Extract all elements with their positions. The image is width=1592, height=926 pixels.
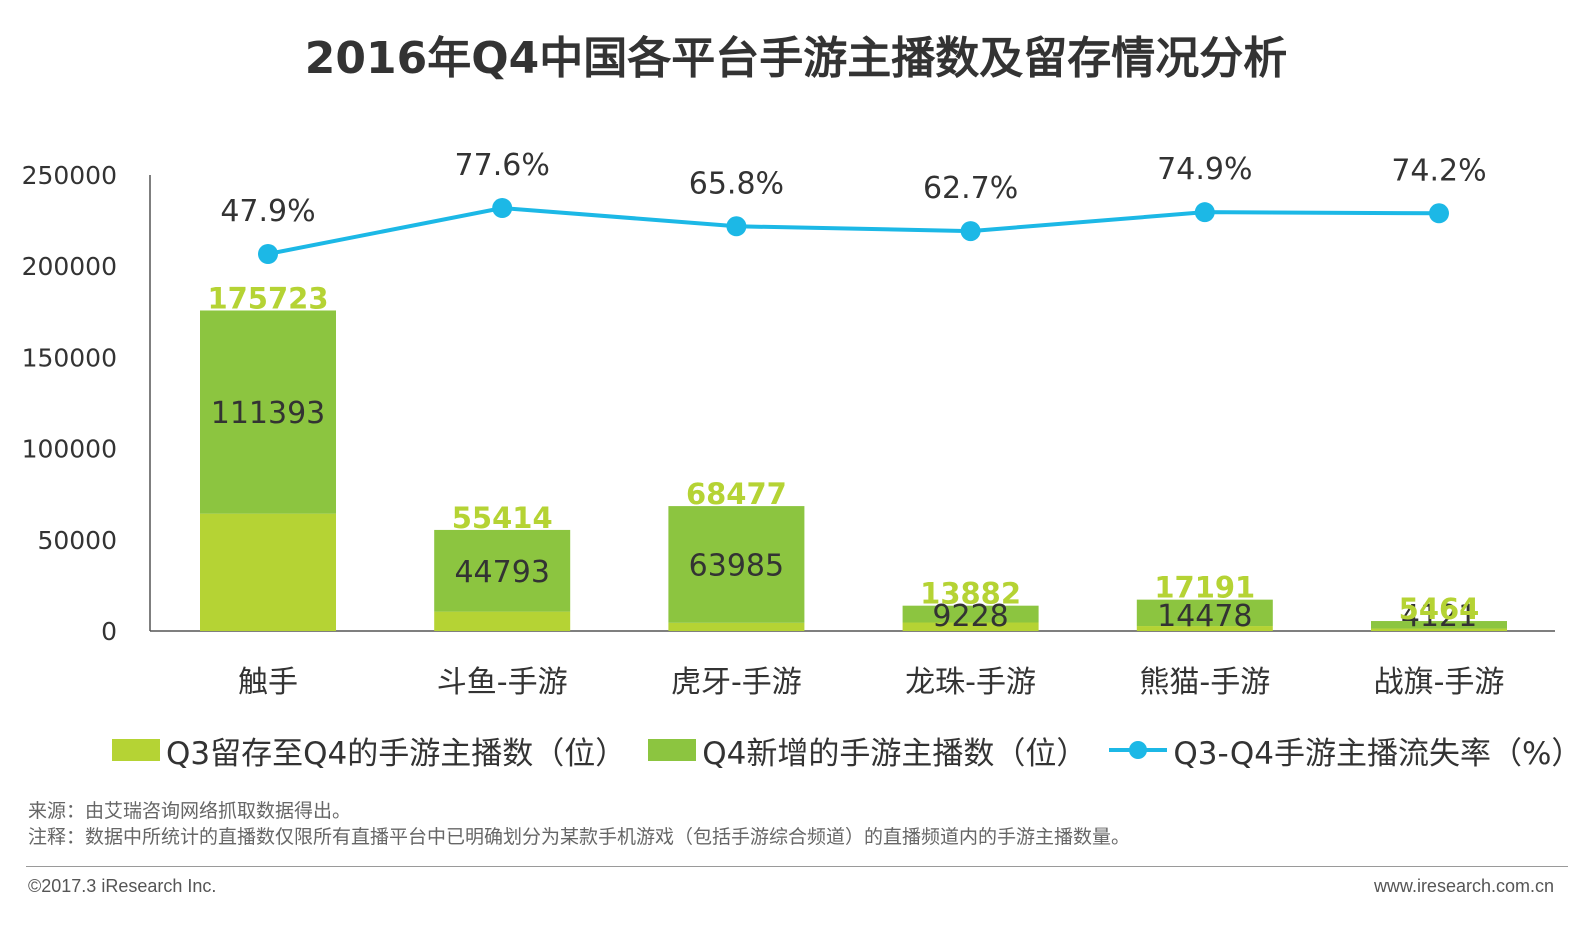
rate-label: 74.9%: [1157, 152, 1252, 187]
rate-point: [1194, 202, 1215, 223]
bar-total-label: 17191: [1154, 571, 1255, 605]
legend-swatch-retained: [112, 739, 160, 761]
bar-retained: [668, 622, 805, 631]
footer-divider: [26, 866, 1568, 867]
bar-new: [668, 506, 805, 623]
bar-new-label: 111393: [211, 396, 326, 431]
bar-new-label: 4121: [1401, 599, 1477, 634]
legend-label-retained: Q3留存至Q4的手游主播数（位）: [166, 735, 627, 772]
bar-total-label: 13882: [920, 577, 1021, 611]
chart: 0 50000 100000 150000 200000 250000 111393 1757…: [22, 148, 1555, 700]
legend-item-new: Q4新增的手游主播数（位）: [648, 728, 1087, 773]
x-tick-label: 虎牙-手游: [671, 665, 802, 700]
bar-new: [1136, 599, 1273, 627]
y-tick-label: 150000: [22, 343, 117, 372]
x-tick-label: 触手: [238, 665, 298, 700]
bar-new: [1371, 621, 1507, 629]
rate-point: [726, 216, 747, 237]
rate-point: [960, 221, 981, 242]
rate-point: [258, 244, 278, 264]
rate-point: [1429, 203, 1449, 224]
x-tick-label: 斗鱼-手游: [437, 665, 568, 700]
rate-label: 77.6%: [455, 148, 550, 183]
bar-total-label: 55414: [452, 501, 553, 535]
y-tick-label: 200000: [22, 252, 117, 281]
bar-retained: [1371, 628, 1507, 631]
rate-point: [492, 198, 513, 218]
chart-title: 2016年Q4中国各平台手游主播数及留存情况分析: [304, 33, 1288, 84]
rate-label: 65.8%: [689, 166, 784, 201]
bar-new: [434, 529, 571, 612]
bar-new-label: 9228: [932, 599, 1008, 634]
x-tick-label: 战旗-手游: [1374, 665, 1505, 700]
bar-new: [902, 605, 1039, 623]
y-tick-label: 100000: [22, 435, 117, 464]
y-tick-label: 50000: [37, 526, 117, 555]
bar-new-label: 44793: [454, 555, 549, 590]
y-tick-label: 0: [101, 617, 117, 646]
rate-label: 62.7%: [923, 171, 1018, 206]
bar-retained: [200, 513, 336, 631]
legend: Q3留存至Q4的手游主播数（位） Q4新增的手游主播数（位） Q3-Q4手游主播…: [112, 728, 1592, 772]
bar-new-label: 14478: [1157, 599, 1252, 634]
rate-label: 47.9%: [220, 194, 315, 229]
remark-note: 注释：数据中所统计的直播数仅限所有直播平台中已明确划分为某款手机游戏（包括手游综…: [28, 826, 1131, 848]
bar-retained: [902, 622, 1039, 631]
legend-label-new: Q4新增的手游主播数（位）: [702, 735, 1088, 772]
rate-label: 74.2%: [1391, 153, 1486, 188]
bar-new-label: 63985: [689, 548, 784, 583]
notes: 来源：由艾瑞咨询网络抓取数据得出。 注释：数据中所统计的直播数仅限所有直播平台中…: [28, 798, 1130, 850]
legend-item-rate: Q3-Q4手游主播流失率（%）: [1109, 728, 1582, 773]
site-url: www.iresearch.com.cn: [1373, 876, 1554, 896]
copyright: ©2017.3 iResearch Inc.: [28, 876, 217, 896]
bar-new: [200, 310, 336, 514]
legend-swatch-new: [648, 739, 697, 761]
legend-label-rate: Q3-Q4手游主播流失率（%）: [1173, 735, 1583, 772]
legend-swatch-rate: [1109, 739, 1168, 761]
bar-retained: [434, 611, 571, 631]
bar-retained: [1136, 626, 1273, 631]
x-tick-label: 龙珠-手游: [905, 665, 1036, 700]
rate-line: [267, 205, 1440, 256]
y-tick-label: 250000: [22, 161, 117, 190]
x-tick-label: 熊猫-手游: [1139, 665, 1270, 700]
bar-total-label: 5464: [1399, 592, 1480, 626]
bar-total-label: 68477: [686, 477, 787, 511]
source-note: 来源：由艾瑞咨询网络抓取数据得出。: [28, 800, 352, 822]
legend-item-retained: Q3留存至Q4的手游主播数（位）: [112, 728, 626, 773]
bar-total-label: 175723: [207, 281, 328, 315]
